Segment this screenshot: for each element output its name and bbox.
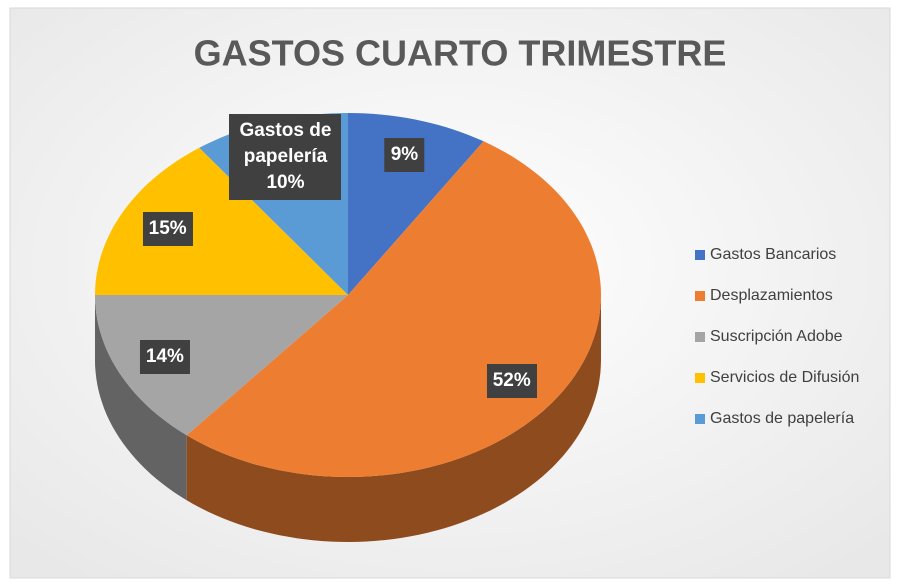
legend-swatch xyxy=(695,332,705,342)
data-label-value: 14% xyxy=(145,345,184,367)
slice xyxy=(95,147,348,295)
slice-side xyxy=(95,295,187,501)
legend-label: Desplazamientos xyxy=(710,287,833,304)
legend-label: Servicios de Difusión xyxy=(710,369,859,386)
data-label: 9% xyxy=(384,138,425,173)
data-label-value: 10% xyxy=(266,171,305,193)
legend-label: Gastos Bancarios xyxy=(710,246,836,263)
legend-swatch xyxy=(695,414,705,424)
data-label: 15% xyxy=(142,211,193,246)
legend-swatch xyxy=(695,373,705,383)
data-label-value: 9% xyxy=(390,144,419,166)
data-label: 52% xyxy=(486,363,537,398)
legend-swatch xyxy=(695,250,705,260)
data-label-value: 52% xyxy=(492,369,531,391)
legend-swatch xyxy=(695,291,705,301)
data-label: 14% xyxy=(139,339,190,374)
legend-label: Suscripción Adobe xyxy=(710,328,843,345)
data-label-value: 15% xyxy=(148,217,187,239)
data-label: Gastos de papelería 10% xyxy=(229,113,342,200)
data-label-name: Gastos de papelería xyxy=(239,119,332,167)
chart-title: GASTOS CUARTO TRIMESTRE xyxy=(194,33,727,74)
slice-side xyxy=(186,295,601,542)
slice xyxy=(95,295,348,436)
legend-label: Gastos de papelería xyxy=(710,410,854,427)
slice xyxy=(348,113,484,295)
